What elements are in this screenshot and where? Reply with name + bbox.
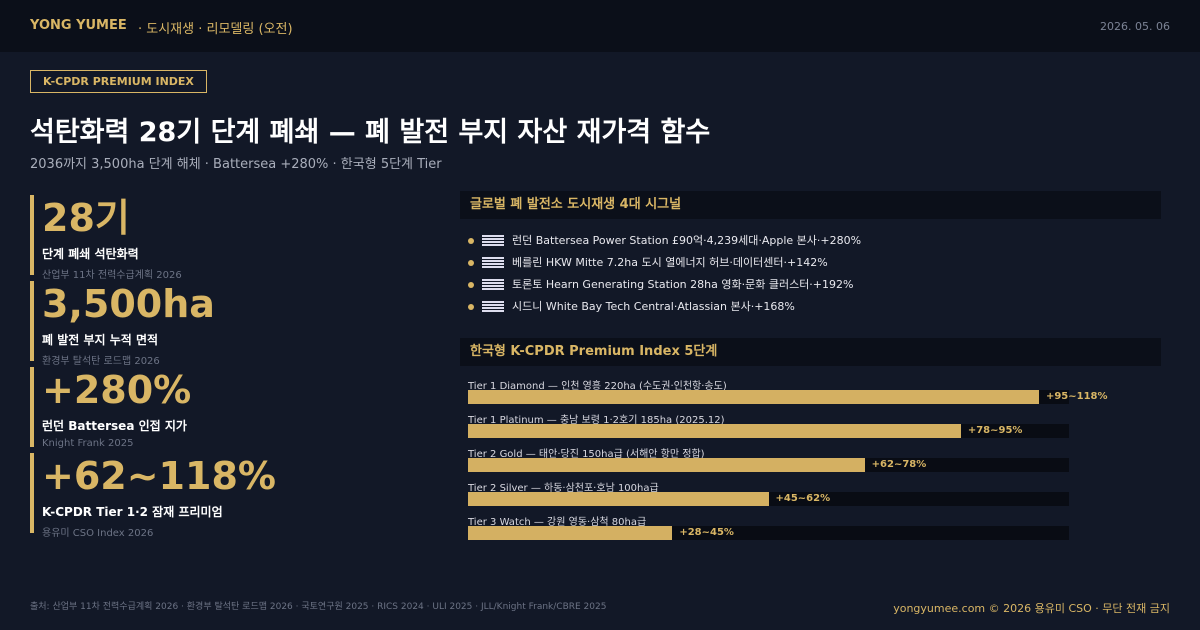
tier-label: Tier 3 Watch — 강원 영동·삼척 80ha급 [468, 517, 647, 528]
stat-value: +280% [42, 368, 192, 412]
section: · 도시재생 · 리모델링 (오전) [138, 18, 293, 37]
icon [482, 257, 504, 269]
sep: · [138, 22, 147, 37]
value-label: +28~45% [679, 527, 734, 538]
value-label: +45~62% [775, 493, 831, 504]
bar [468, 390, 1039, 404]
stat-source: 환경부 탈석탄 로드맵 2026 [42, 356, 160, 367]
tier-label: Tier 2 Gold — 태안·당진 150ha급 (서해안 항만 정합) [468, 449, 705, 460]
stat-value: 3,500ha [42, 282, 215, 326]
tier-label: Tier 1 Diamond — 인천 영흥 220ha (수도권·인천항·송도… [468, 381, 727, 392]
sources: 출처: 산업부 11차 전력수급계획 2026 · 환경부 탈석탄 로드맵 20… [30, 602, 607, 612]
top-bar [0, 0, 1200, 52]
signal-text: 런던 Battersea Power Station £90억·4,239세대·… [512, 234, 862, 247]
stat-value: +62~118% [42, 454, 276, 498]
badge: K-CPDR PREMIUM INDEX [30, 70, 207, 93]
stat-label: 폐 발전 부지 누적 면적 [42, 333, 159, 347]
stat-label: K-CPDR Tier 1·2 잠재 프리미엄 [42, 505, 223, 519]
stat: +280% 런던 Battersea 인접 지가 Knight Frank 2025 [30, 367, 410, 449]
stat-label: 단계 폐쇄 석탄화력 [42, 247, 139, 261]
subtitle: 2036까지 3,500ha 단계 해체 · Battersea +280% ·… [30, 157, 442, 172]
stat-source: 산업부 11차 전력수급계획 2026 [42, 270, 182, 281]
tier-label: Tier 1 Platinum — 충남 보령 1·2호기 185ha (202… [468, 415, 725, 426]
stat-source: 용유미 CSO Index 2026 [42, 528, 154, 539]
bar [468, 458, 865, 472]
tier-label: Tier 2 Silver — 하동·삼천포·호남 100ha급 [468, 483, 659, 494]
bar [468, 424, 961, 438]
section-text: 도시재생 · 리모델링 (오전) [146, 22, 293, 37]
credit: yongyumee.com © 2026 용유미 CSO · 무단 전재 금지 [893, 602, 1170, 615]
signal-item: 토론토 Hearn Generating Station 28ha 영화·문화 … [468, 276, 853, 292]
signal-item: 베를린 HKW Mitte 7.2ha 도시 열에너지 허브·데이터센터·+14… [468, 254, 828, 270]
signal-text: 토론토 Hearn Generating Station 28ha 영화·문화 … [512, 278, 854, 291]
bar-track: +45~62% [468, 492, 1069, 506]
value-label: +95~118% [1045, 391, 1108, 402]
signal-item: 시드니 White Bay Tech Central·Atlassian 본사·… [468, 298, 795, 314]
bar [468, 526, 673, 540]
title: 석탄화력 28기 단계 폐쇄 — 폐 발전 부지 자산 재가격 함수 [30, 117, 711, 148]
value-label: +62~78% [871, 459, 927, 470]
icon [482, 301, 504, 313]
stat-value: 28기 [42, 196, 130, 240]
signal-text: 베를린 HKW Mitte 7.2ha 도시 열에너지 허브·데이터센터·+14… [512, 256, 828, 269]
signal-item: 런던 Battersea Power Station £90억·4,239세대·… [468, 232, 861, 248]
bar-track: +28~45% [468, 526, 1069, 540]
brand: YONG YUMEE [30, 18, 127, 33]
bar [468, 492, 769, 506]
signals-title: 글로벌 폐 발전소 도시재생 4대 시그널 [460, 191, 1161, 219]
icon [482, 235, 504, 247]
bar-track: +78~95% [468, 424, 1069, 438]
stat-label: 런던 Battersea 인접 지가 [42, 419, 187, 433]
date: 2026. 05. 06 [1100, 20, 1170, 33]
value-label: +78~95% [967, 425, 1023, 436]
stat-source: Knight Frank 2025 [42, 438, 134, 449]
tiers-title: 한국형 K-CPDR Premium Index 5단계 [460, 338, 1161, 366]
bar-track: +62~78% [468, 458, 1069, 472]
signal-text: 시드니 White Bay Tech Central·Atlassian 본사·… [512, 300, 795, 313]
icon [482, 279, 504, 291]
bar-track: +95~118% [468, 390, 1108, 404]
